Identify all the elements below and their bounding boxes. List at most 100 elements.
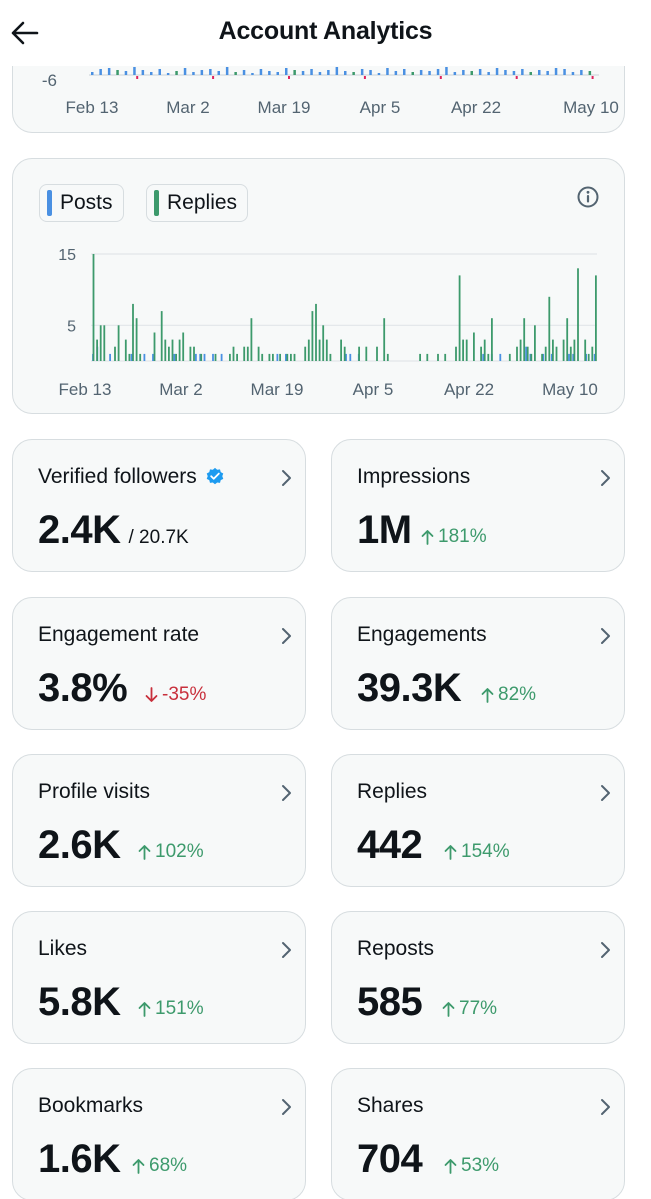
stat-change: 77% xyxy=(442,998,497,1020)
replies-bar xyxy=(591,346,594,361)
replies-bar xyxy=(555,346,558,361)
stat-card-engagements[interactable]: Engagements 39.3K 82% xyxy=(331,597,625,730)
replies-bar xyxy=(444,353,447,361)
stat-card-impressions[interactable]: Impressions 1M 181% xyxy=(331,439,625,572)
net-bar xyxy=(436,69,440,75)
replies-bar xyxy=(171,339,174,361)
posts-bar xyxy=(152,353,154,361)
replies-bar xyxy=(128,353,131,361)
replies-bar xyxy=(376,346,378,361)
posts-swatch xyxy=(47,190,52,216)
stat-value-wrap: 5.8K xyxy=(38,978,121,1026)
net-bar xyxy=(99,69,102,75)
back-button[interactable] xyxy=(8,16,42,50)
stat-value: 5.8K xyxy=(38,980,121,1024)
net-bar xyxy=(310,69,313,75)
net-bar xyxy=(183,68,187,75)
replies-bar xyxy=(473,332,475,361)
stat-change-value: 68% xyxy=(149,1155,188,1176)
stat-value: 1M xyxy=(357,508,412,552)
stat-label-wrap: Engagements xyxy=(357,623,487,647)
replies-bar xyxy=(182,332,185,361)
replies-bar xyxy=(246,346,249,361)
stat-card-reposts[interactable]: Reposts 585 77% xyxy=(331,911,625,1044)
header: Account Analytics xyxy=(0,0,651,66)
stat-value-wrap: 585 xyxy=(357,978,423,1026)
net-bar xyxy=(470,71,473,75)
stat-label: Impressions xyxy=(357,465,471,488)
replies-bar xyxy=(358,346,360,361)
stat-total: / 20.7K xyxy=(128,527,189,548)
replies-bar xyxy=(455,346,457,361)
stat-card-profile-visits[interactable]: Profile visits 2.6K 102% xyxy=(12,754,306,887)
arrow-down-icon xyxy=(145,687,158,702)
posts-bar xyxy=(572,353,575,361)
arrow-up-icon xyxy=(442,1002,455,1017)
stat-card-replies[interactable]: Replies 442 154% xyxy=(331,754,625,887)
stat-change-value: 151% xyxy=(155,998,204,1019)
stat-change: 154% xyxy=(444,841,510,863)
legend-replies-label: Replies xyxy=(167,191,238,214)
stat-card-likes[interactable]: Likes 5.8K 151% xyxy=(12,911,306,1044)
x-tick-label: Mar 19 xyxy=(258,98,311,117)
net-bar xyxy=(200,70,204,75)
replies-bar xyxy=(465,339,468,361)
net-bar xyxy=(91,72,94,75)
replies-bar xyxy=(117,325,120,361)
net-bar xyxy=(394,71,398,75)
replies-bar xyxy=(595,275,597,361)
stat-card-engagement-rate[interactable]: Engagement rate 3.8% -35% xyxy=(12,597,306,730)
replies-bar xyxy=(318,339,321,361)
stat-change-value: 53% xyxy=(461,1155,500,1176)
posts-bar xyxy=(550,353,553,361)
stat-card-bookmarks[interactable]: Bookmarks 1.6K 68% xyxy=(12,1068,306,1199)
chevron-right-icon xyxy=(601,785,610,801)
x-tick-label: Apr 22 xyxy=(444,380,494,399)
replies-bar xyxy=(153,332,156,361)
posts-replies-chart-card: 15 5 Feb 13 Mar 2 Mar 19 Apr 5 Apr 22 May 10 P… xyxy=(12,158,625,414)
net-bar xyxy=(285,68,288,75)
net-bar xyxy=(521,69,524,75)
negative-bar xyxy=(439,76,442,79)
stat-value: 3.8% xyxy=(38,666,128,710)
replies-bar xyxy=(541,353,543,361)
arrow-up-icon xyxy=(132,1159,145,1174)
chevron-right-icon xyxy=(282,470,291,486)
negative-bar xyxy=(591,76,594,79)
stat-label-wrap: Bookmarks xyxy=(38,1094,143,1118)
replies-bar xyxy=(516,346,518,361)
legend-replies-chip[interactable]: Replies xyxy=(146,184,249,222)
net-bar xyxy=(116,70,119,75)
replies-bar xyxy=(229,353,231,361)
replies-bar xyxy=(523,318,526,361)
stat-value-wrap: 442 xyxy=(357,821,423,869)
net-bar xyxy=(563,69,566,75)
stat-label-wrap: Replies xyxy=(357,780,427,804)
net-bar xyxy=(268,71,271,75)
replies-bar xyxy=(562,339,565,361)
replies-bar xyxy=(584,339,587,361)
posts-bar xyxy=(525,346,527,361)
info-button[interactable] xyxy=(576,185,600,209)
replies-bar xyxy=(526,346,529,361)
net-bar xyxy=(344,71,347,75)
negative-bar xyxy=(212,76,215,79)
replies-bar xyxy=(569,346,572,361)
replies-bar xyxy=(293,353,296,361)
replies-bar xyxy=(272,353,274,361)
replies-bar xyxy=(534,325,536,361)
legend-posts-chip[interactable]: Posts xyxy=(39,184,124,222)
replies-bar xyxy=(268,353,271,361)
net-bar xyxy=(276,72,279,75)
stat-change: 82% xyxy=(481,684,536,706)
net-bar xyxy=(360,69,364,75)
net-bar xyxy=(462,70,465,75)
replies-bar xyxy=(103,325,106,361)
stat-card-shares[interactable]: Shares 704 53% xyxy=(331,1068,625,1199)
stat-label: Shares xyxy=(357,1094,424,1117)
stat-card-verified-followers[interactable]: Verified followers 2.4K / 20.7K xyxy=(12,439,306,572)
replies-bar xyxy=(114,346,116,361)
posts-bar xyxy=(220,353,223,361)
arrow-left-icon xyxy=(11,21,39,45)
x-tick-label: May 10 xyxy=(563,98,619,117)
